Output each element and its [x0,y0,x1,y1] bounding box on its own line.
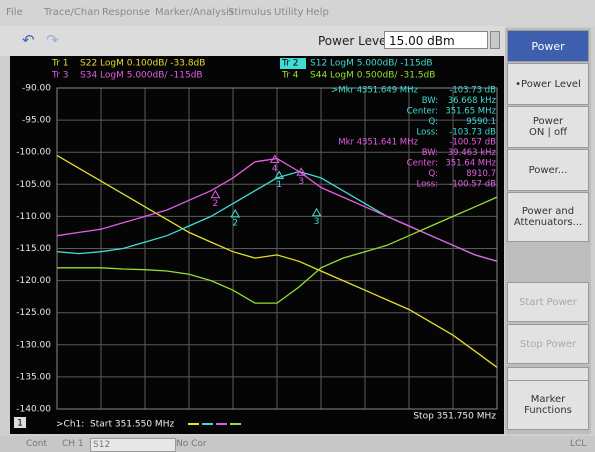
readout-value: -103.73 dB [449,128,496,138]
menu-item[interactable]: Stimulus [228,7,271,18]
trace-legend: S22 LogM 0.100dB/ -33.8dB [80,59,205,69]
menu-item[interactable]: Marker/Analysis [155,7,234,18]
softkey-label: Power... [529,165,568,176]
channel-number: 1 [17,419,23,429]
softkey-label: Start Power [519,297,577,308]
softkey[interactable]: Power Level [507,63,589,105]
softkey-label: Power Level [515,79,581,90]
marker-label: 4 [272,164,278,174]
marker-label: 1 [276,180,282,190]
menu-item[interactable]: File [6,7,23,18]
readout-value: 9590.1 [466,117,496,127]
y-tick-label: -110.00 [16,212,51,222]
y-tick-label: -100.00 [16,148,51,158]
undo-icon[interactable]: ↶ [22,32,38,48]
status-item: Cont [26,438,56,450]
softkey-label: Functions [524,405,572,416]
trace-name: Tr 1 [51,59,68,69]
y-tick-label: -90.00 [22,84,51,94]
marker-label: 3 [298,177,304,187]
softkey-label: Power [531,40,564,53]
readout-value: -100.57 dB [449,138,496,148]
y-tick-label: -140.00 [16,405,51,415]
status-item: No Cor [176,438,236,450]
stop-frequency: Stop 351.750 MHz [413,412,496,422]
readout-value: 351.65 MHz [445,107,496,117]
readout-value: 351.64 MHz [445,159,496,169]
trace-legend: S34 LogM 5.000dB/ -115dB [80,71,203,81]
redo-icon[interactable]: ↷ [46,32,62,48]
entry-field[interactable]: 15.00 dBm [384,31,488,49]
readout-label: Center: [407,159,438,169]
y-tick-label: -125.00 [16,308,51,318]
chart: -90.00 -95.00 -100.00 -105.00 -110.00 -115.00… [10,56,504,434]
readout-label: Q: [428,169,438,179]
softkey-label: Attenuators... [514,217,582,228]
readout-label: Q: [428,117,438,127]
readout-value: 351.641 MHz [362,138,419,148]
softkey[interactable]: Power... [507,149,589,191]
readout-label: BW: [422,96,438,106]
y-tick-label: -130.00 [16,340,51,350]
marker-label: 2 [213,199,219,209]
menu-item[interactable]: Response [102,7,150,18]
readout-value: 8910.7 [466,169,496,179]
softkey[interactable]: Power [507,30,589,62]
trace-name: Tr 4 [281,71,299,81]
readout-label: Center: [407,107,438,117]
marker-label: 3 [314,217,320,227]
trace-legend: S44 LogM 0.500dB/ -31.5dB [310,71,435,81]
readout-label: Loss: [416,180,438,190]
trace-name: Tr 2 [281,59,298,69]
y-tick-label: -115.00 [16,244,51,254]
start-frequency: Start 351.550 MHz [90,420,174,430]
y-tick-label: -105.00 [16,180,51,190]
status-item: S12 [90,438,176,452]
softkey-label: Stop Power [520,339,576,350]
channel-label: >Ch1: [56,420,84,430]
y-tick-label: -135.00 [16,372,51,382]
softkey-label: Marker [531,394,566,405]
readout-value: 36.668 kHz [448,96,497,106]
readout-value: -103.73 dB [449,86,496,96]
entry-label: Power Level [318,34,390,48]
spin-button[interactable] [490,31,500,49]
readout-label: Loss: [416,128,438,138]
readout-value: 351.649 MHz [362,86,419,96]
trace-legend: S12 LogM 5.000dB/ -115dB [310,59,433,69]
readout-value: 39.463 kHz [448,148,497,158]
y-tick-label: -120.00 [16,276,51,286]
analyzer-screen: File Trace/ChanResponse Marker/AnalysisSti… [0,0,595,452]
trace-name: Tr 3 [51,71,68,81]
softkey[interactable]: Stop Power [507,324,589,364]
toolbar: ↶ ↷ Power Level 15.00 dBm [0,26,505,56]
status-item: CH 1 [62,438,86,450]
readout-value: -100.57 dB [449,180,496,190]
readout-label: BW: [422,148,438,158]
softkey-label: ON | off [529,127,567,138]
y-tick-label: -95.00 [22,116,51,126]
softkey-label: Power [533,116,563,127]
menu-item[interactable]: Help [306,7,329,18]
status-item: LCL [570,438,592,450]
softkey[interactable]: Start Power [507,282,589,322]
menu-item[interactable]: Utility [274,7,303,18]
menu-item[interactable]: Trace/Chan [44,7,100,18]
readout-label: >Mkr 4: [331,86,365,96]
marker-label: 2 [232,218,238,228]
softkey-label: Power and [522,206,574,217]
